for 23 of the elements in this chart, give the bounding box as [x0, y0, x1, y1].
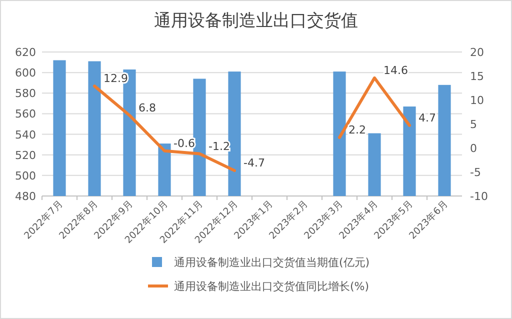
y-tick-label: 540 [15, 128, 36, 142]
y2-tick-label: 5 [470, 118, 477, 131]
y-tick-label: 580 [15, 87, 36, 100]
y-tick-label: 620 [15, 46, 36, 59]
y-tick-label: 600 [15, 66, 36, 80]
y-tick-label: 500 [15, 169, 36, 182]
data-label: 4.7 [418, 111, 436, 124]
chart-title: 通用设备制造业出口交货值 [154, 11, 358, 31]
y2-tick-label: 20 [470, 46, 484, 59]
legend-label: 通用设备制造业出口交货值同比增长(%) [174, 280, 370, 293]
y-tick-label: 560 [15, 108, 36, 121]
y-tick-label: 520 [15, 148, 36, 162]
y2-tick-label: 0 [470, 142, 477, 155]
y2-tick-label: -10 [470, 190, 488, 203]
legend-label: 通用设备制造业出口交货值当期值(亿元) [174, 256, 370, 269]
data-label: 14.6 [384, 64, 408, 77]
y2-tick-label: -5 [470, 166, 481, 179]
y2-tick-label: 15 [470, 70, 484, 83]
data-label: 2.2 [348, 123, 366, 136]
y-tick-label: 480 [15, 190, 36, 203]
data-label: 6.8 [138, 101, 156, 114]
data-label: -4.7 [244, 156, 265, 170]
y2-tick-label: 10 [470, 94, 484, 107]
